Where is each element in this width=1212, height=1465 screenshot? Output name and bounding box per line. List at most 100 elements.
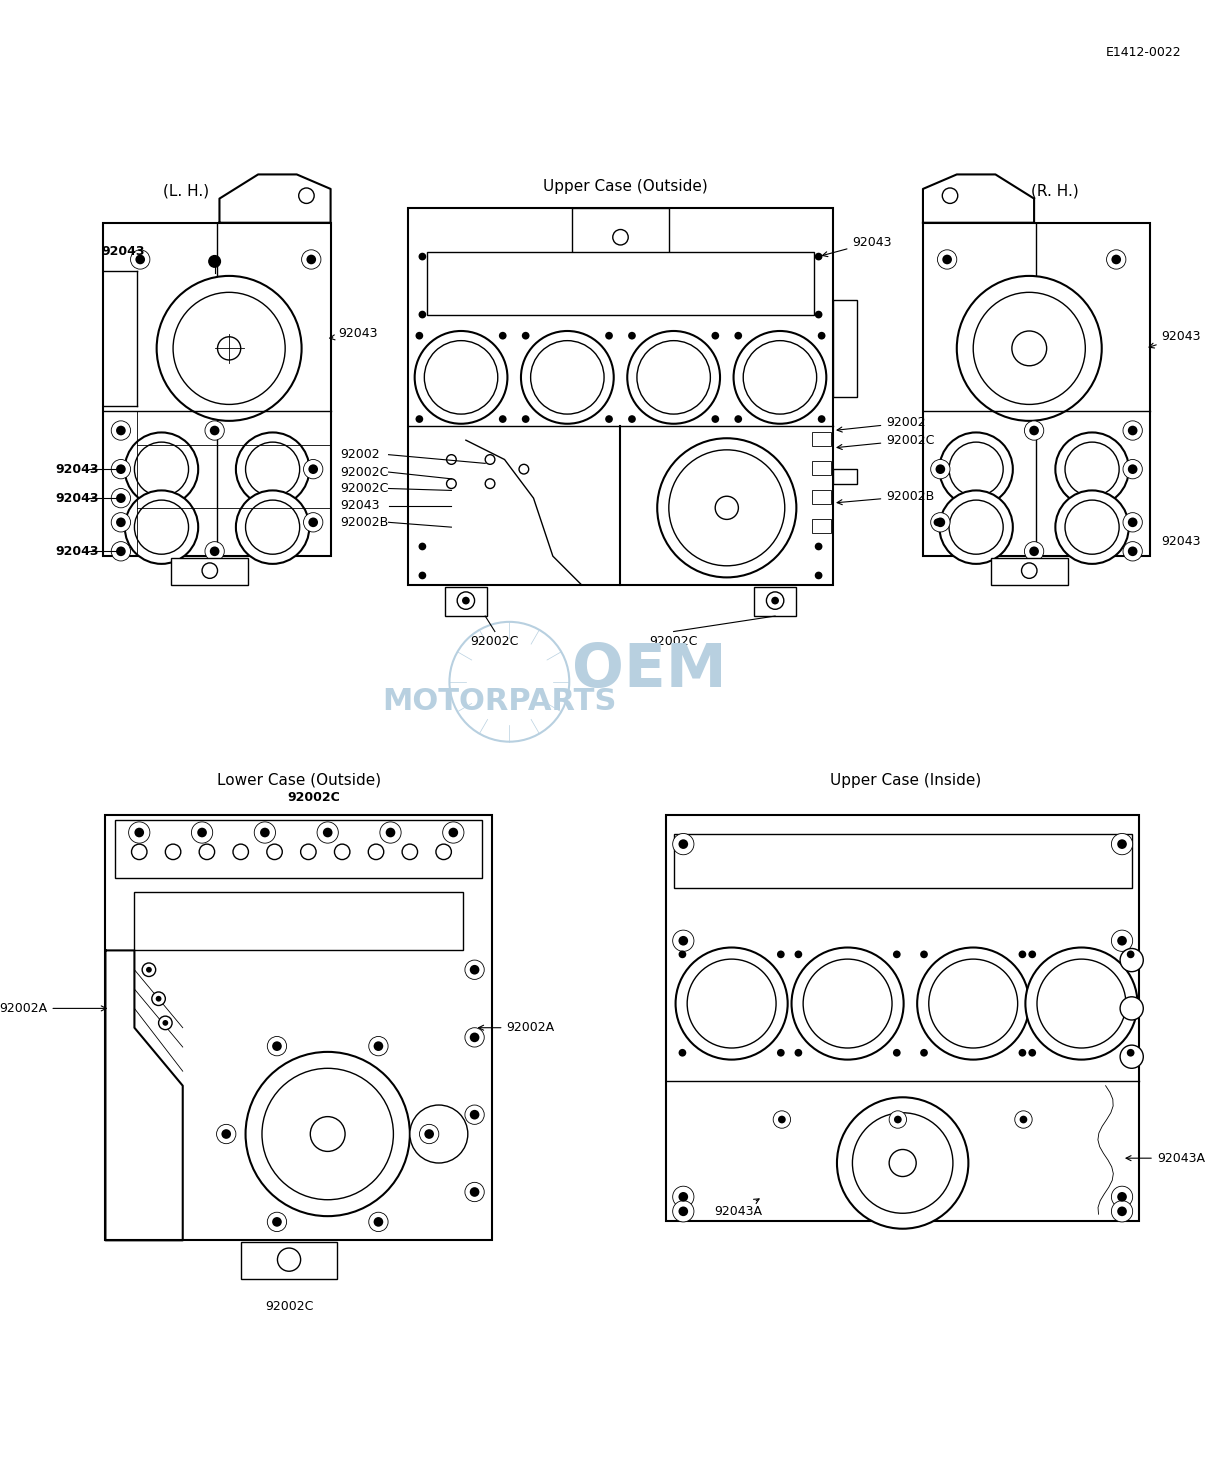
Circle shape bbox=[795, 1049, 802, 1056]
Circle shape bbox=[246, 1052, 410, 1216]
Circle shape bbox=[424, 341, 498, 415]
Circle shape bbox=[135, 828, 144, 838]
Circle shape bbox=[462, 596, 470, 605]
Circle shape bbox=[485, 454, 494, 464]
Circle shape bbox=[1028, 951, 1036, 958]
Circle shape bbox=[419, 1124, 439, 1144]
Polygon shape bbox=[105, 951, 183, 1241]
Circle shape bbox=[679, 936, 688, 945]
Circle shape bbox=[205, 542, 224, 561]
Circle shape bbox=[894, 1116, 902, 1124]
Circle shape bbox=[236, 432, 309, 505]
Circle shape bbox=[112, 460, 131, 479]
Circle shape bbox=[1029, 426, 1039, 435]
Circle shape bbox=[1128, 546, 1138, 557]
Circle shape bbox=[628, 415, 636, 423]
Bar bbox=[812, 461, 831, 475]
Text: 92043: 92043 bbox=[56, 463, 98, 476]
Text: 92043: 92043 bbox=[1161, 535, 1201, 548]
Circle shape bbox=[711, 415, 719, 423]
Circle shape bbox=[368, 844, 384, 860]
Circle shape bbox=[402, 844, 418, 860]
Circle shape bbox=[415, 331, 508, 423]
Circle shape bbox=[1012, 331, 1047, 366]
Circle shape bbox=[1056, 432, 1128, 505]
Circle shape bbox=[418, 542, 427, 551]
Circle shape bbox=[273, 1042, 282, 1050]
Circle shape bbox=[814, 252, 823, 261]
Circle shape bbox=[273, 1217, 282, 1226]
Circle shape bbox=[202, 563, 217, 579]
Circle shape bbox=[1124, 420, 1143, 440]
Circle shape bbox=[605, 331, 613, 340]
Circle shape bbox=[804, 960, 892, 1047]
Circle shape bbox=[208, 255, 221, 267]
Circle shape bbox=[217, 337, 241, 360]
Circle shape bbox=[373, 1042, 383, 1050]
Circle shape bbox=[165, 844, 181, 860]
Circle shape bbox=[308, 517, 318, 527]
Circle shape bbox=[521, 331, 613, 423]
Circle shape bbox=[734, 415, 742, 423]
Circle shape bbox=[416, 415, 423, 423]
Circle shape bbox=[1037, 960, 1126, 1047]
Circle shape bbox=[814, 311, 823, 318]
Circle shape bbox=[457, 592, 475, 609]
Circle shape bbox=[956, 275, 1102, 420]
Circle shape bbox=[145, 967, 152, 973]
Circle shape bbox=[936, 464, 945, 475]
Circle shape bbox=[210, 426, 219, 435]
Circle shape bbox=[278, 1248, 301, 1272]
Circle shape bbox=[973, 293, 1085, 404]
Circle shape bbox=[687, 960, 776, 1047]
Circle shape bbox=[1117, 1207, 1127, 1216]
Circle shape bbox=[766, 592, 784, 609]
Circle shape bbox=[638, 341, 710, 415]
Text: 92002A: 92002A bbox=[0, 1002, 107, 1015]
Circle shape bbox=[613, 230, 628, 245]
Circle shape bbox=[657, 438, 796, 577]
Circle shape bbox=[920, 1049, 928, 1056]
Circle shape bbox=[368, 1212, 388, 1232]
Circle shape bbox=[1065, 442, 1119, 497]
Circle shape bbox=[743, 341, 817, 415]
Circle shape bbox=[470, 1110, 480, 1119]
Circle shape bbox=[418, 571, 427, 579]
Circle shape bbox=[210, 546, 219, 557]
Circle shape bbox=[446, 479, 456, 488]
Circle shape bbox=[217, 1124, 236, 1144]
Circle shape bbox=[302, 251, 321, 270]
Circle shape bbox=[852, 1113, 953, 1213]
Circle shape bbox=[116, 426, 126, 435]
Circle shape bbox=[1056, 491, 1128, 564]
Circle shape bbox=[673, 834, 694, 854]
Circle shape bbox=[436, 844, 451, 860]
Circle shape bbox=[818, 415, 825, 423]
Circle shape bbox=[1117, 936, 1127, 945]
Circle shape bbox=[893, 951, 901, 958]
Circle shape bbox=[628, 331, 720, 423]
Circle shape bbox=[205, 420, 224, 440]
Circle shape bbox=[519, 464, 528, 475]
Circle shape bbox=[470, 1187, 480, 1197]
Circle shape bbox=[795, 951, 802, 958]
Circle shape bbox=[939, 432, 1013, 505]
Bar bbox=[135, 892, 463, 951]
Text: 92043: 92043 bbox=[56, 545, 98, 558]
Circle shape bbox=[931, 460, 950, 479]
Circle shape bbox=[771, 596, 779, 605]
Circle shape bbox=[191, 822, 212, 844]
Circle shape bbox=[128, 822, 150, 844]
Circle shape bbox=[1120, 1045, 1143, 1068]
Circle shape bbox=[890, 1110, 907, 1128]
Bar bbox=[812, 520, 831, 533]
Bar bbox=[103, 223, 331, 557]
Circle shape bbox=[931, 513, 950, 532]
Circle shape bbox=[673, 1187, 694, 1207]
Circle shape bbox=[715, 497, 738, 520]
Text: 92002C: 92002C bbox=[341, 466, 389, 479]
Bar bbox=[105, 815, 492, 1241]
Circle shape bbox=[949, 500, 1004, 554]
Circle shape bbox=[949, 442, 1004, 497]
Bar bbox=[665, 815, 1139, 1220]
